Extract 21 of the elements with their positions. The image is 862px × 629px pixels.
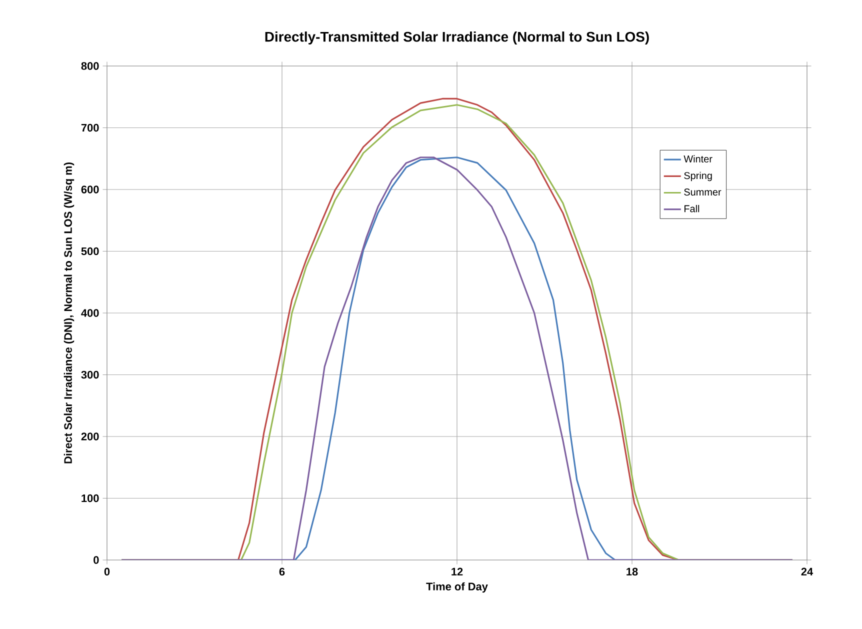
- legend-label: Summer: [684, 188, 722, 196]
- y-tick-label: 300: [81, 370, 99, 379]
- y-tick-label: 0: [94, 556, 99, 564]
- y-tick-label: 400: [81, 309, 99, 317]
- y-tick-label: 200: [81, 432, 99, 440]
- y-tick-label: 500: [81, 247, 99, 256]
- y-axis-title: Direct Solar Irradiance (DNI), Normal to Sun LOS (W/sq m): [64, 162, 74, 464]
- y-tick-label: 700: [81, 124, 99, 132]
- x-tick-label: 24: [801, 568, 814, 576]
- y-tick-label: 100: [82, 494, 99, 502]
- x-tick-label: 12: [452, 568, 463, 576]
- legend-label: Winter: [684, 155, 712, 162]
- x-tick-label: 18: [626, 568, 638, 576]
- x-tick-label: 0: [104, 568, 110, 576]
- x-axis-title: Time of Day: [426, 582, 488, 593]
- y-tick-label: 800: [81, 62, 99, 70]
- chart-title: Directly-Transmitted Solar Irradiance (Normal to Sun LOS): [265, 31, 649, 44]
- y-tick-label: 600: [81, 186, 99, 194]
- legend-label: Spring: [684, 172, 712, 182]
- x-tick-label: 6: [279, 568, 285, 576]
- legend-label: Fall: [684, 204, 700, 212]
